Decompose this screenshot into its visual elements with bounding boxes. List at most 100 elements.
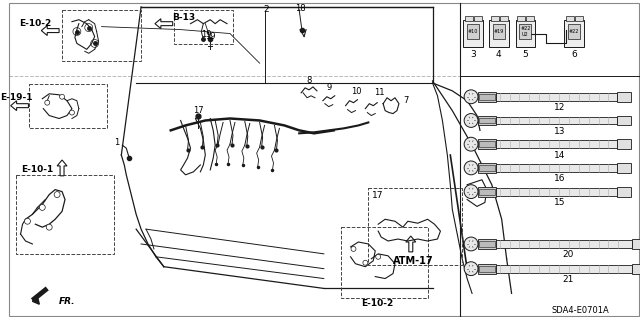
Circle shape: [73, 28, 81, 35]
FancyArrow shape: [11, 101, 28, 111]
Circle shape: [464, 161, 478, 175]
Text: 16: 16: [554, 174, 566, 183]
Bar: [617, 187, 631, 197]
Bar: [632, 239, 640, 249]
Text: 19: 19: [205, 32, 216, 41]
Text: 2: 2: [264, 5, 269, 14]
Bar: [496, 265, 632, 273]
Bar: [478, 264, 496, 274]
Text: 11: 11: [374, 88, 385, 97]
Circle shape: [464, 114, 478, 127]
Bar: [478, 115, 496, 125]
Text: #19: #19: [493, 29, 504, 34]
Bar: [568, 24, 580, 40]
FancyArrow shape: [57, 160, 67, 176]
Text: 9: 9: [326, 83, 332, 93]
Bar: [617, 139, 631, 149]
Bar: [29, 84, 106, 128]
Bar: [463, 20, 483, 47]
Text: 8: 8: [307, 77, 312, 85]
Text: 10: 10: [351, 87, 362, 96]
Bar: [478, 187, 496, 197]
Text: #10: #10: [468, 29, 478, 34]
Text: 21: 21: [562, 275, 573, 284]
Bar: [478, 92, 496, 102]
Bar: [500, 16, 508, 21]
Bar: [479, 117, 495, 123]
Circle shape: [351, 247, 356, 251]
Text: 18: 18: [295, 4, 305, 13]
Text: SDA4-E0701A: SDA4-E0701A: [552, 306, 609, 315]
Bar: [617, 92, 631, 102]
Text: 3: 3: [470, 50, 476, 59]
Text: #22
U2: #22 U2: [520, 26, 531, 37]
Text: 19: 19: [201, 30, 212, 39]
Bar: [491, 16, 499, 21]
Bar: [15, 175, 115, 254]
Text: E-10-2: E-10-2: [361, 299, 394, 308]
Circle shape: [45, 100, 50, 105]
Text: ATM-17: ATM-17: [392, 256, 433, 266]
Text: 20: 20: [562, 250, 573, 259]
Circle shape: [363, 260, 368, 265]
Circle shape: [464, 237, 478, 251]
Bar: [478, 139, 496, 149]
Text: E-19-1: E-19-1: [1, 93, 33, 102]
Bar: [479, 266, 495, 272]
Circle shape: [464, 137, 478, 151]
Bar: [474, 16, 482, 21]
Text: 5: 5: [522, 50, 528, 59]
FancyArrow shape: [155, 19, 173, 29]
Text: 14: 14: [554, 151, 566, 160]
Bar: [479, 141, 495, 147]
Bar: [564, 20, 584, 47]
Bar: [496, 240, 632, 248]
Bar: [526, 16, 534, 21]
Bar: [340, 227, 428, 298]
Text: 1: 1: [114, 138, 119, 147]
Bar: [478, 163, 496, 173]
Circle shape: [39, 204, 45, 210]
Circle shape: [60, 94, 65, 99]
FancyArrow shape: [31, 286, 49, 302]
Bar: [479, 189, 495, 195]
Bar: [479, 94, 495, 100]
FancyArrow shape: [406, 236, 416, 252]
Text: #22: #22: [568, 29, 579, 34]
Bar: [518, 16, 525, 21]
Circle shape: [54, 192, 60, 197]
Bar: [465, 16, 473, 21]
Text: E-10-1: E-10-1: [21, 165, 54, 174]
FancyArrow shape: [42, 26, 59, 35]
Bar: [496, 164, 617, 172]
Text: 15: 15: [554, 198, 566, 207]
Bar: [515, 20, 535, 47]
Circle shape: [24, 218, 31, 224]
Text: 12: 12: [554, 103, 566, 112]
Bar: [489, 20, 509, 47]
Bar: [368, 188, 462, 265]
Bar: [632, 264, 640, 274]
Circle shape: [464, 262, 478, 276]
Circle shape: [376, 254, 381, 259]
Bar: [617, 115, 631, 125]
Polygon shape: [33, 296, 39, 304]
Bar: [617, 163, 631, 173]
Bar: [493, 24, 505, 40]
Text: 6: 6: [571, 50, 577, 59]
Text: 13: 13: [554, 127, 566, 136]
Circle shape: [464, 90, 478, 104]
Bar: [478, 239, 496, 249]
Bar: [566, 16, 574, 21]
Text: 17: 17: [371, 191, 383, 200]
Circle shape: [70, 110, 74, 115]
Bar: [496, 93, 617, 101]
Circle shape: [84, 24, 93, 32]
Text: B-13: B-13: [172, 13, 195, 22]
Text: FR.: FR.: [59, 297, 76, 306]
Bar: [467, 24, 479, 40]
Bar: [173, 10, 233, 44]
Bar: [479, 241, 495, 247]
Bar: [496, 188, 617, 196]
Circle shape: [91, 40, 99, 47]
